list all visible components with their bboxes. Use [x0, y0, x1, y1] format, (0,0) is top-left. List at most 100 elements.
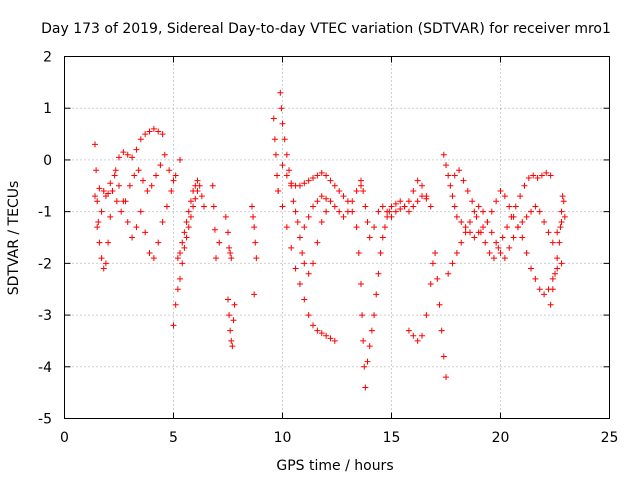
data-point [445, 172, 452, 179]
y-tick-label: -4 [38, 360, 52, 376]
data-point [366, 234, 373, 241]
data-point [488, 229, 495, 236]
data-point [523, 250, 530, 257]
data-point [137, 208, 144, 215]
data-point [192, 195, 199, 202]
data-point [493, 198, 500, 205]
data-point [279, 203, 286, 210]
data-point [253, 255, 260, 262]
data-point [331, 203, 338, 210]
data-point [419, 332, 426, 339]
data-point [318, 169, 325, 176]
data-point [366, 343, 373, 350]
data-point [198, 193, 205, 200]
data-point [112, 167, 119, 174]
data-point [222, 213, 229, 220]
data-point [512, 203, 519, 210]
data-point [194, 177, 201, 184]
data-point [379, 234, 386, 241]
data-point [155, 239, 162, 246]
series-trace-l [327, 177, 369, 391]
data-point [549, 239, 556, 246]
y-tick-label: -3 [38, 308, 52, 324]
data-point [318, 193, 325, 200]
data-point [225, 296, 231, 303]
data-point [177, 250, 184, 257]
data-point [142, 229, 149, 236]
plot-frame [64, 56, 610, 419]
data-point [98, 208, 105, 215]
x-tick-label: 10 [274, 430, 292, 446]
data-point [528, 265, 535, 272]
data-point [209, 182, 216, 189]
data-point [561, 213, 568, 220]
data-point [547, 172, 554, 179]
series-trace-n [357, 177, 430, 241]
data-point [538, 172, 545, 179]
chart-title: Day 173 of 2019, Sidereal Day-to-day VTE… [41, 21, 611, 37]
data-point [510, 234, 517, 241]
data-point [504, 224, 511, 231]
data-point [146, 250, 153, 257]
data-point [116, 154, 122, 161]
data-point [183, 218, 190, 225]
data-point [159, 131, 166, 138]
data-point [172, 301, 179, 308]
data-point [283, 151, 290, 158]
data-point [488, 208, 495, 215]
data-point [477, 229, 484, 236]
data-point [159, 218, 166, 225]
data-point [294, 218, 301, 225]
data-point [323, 332, 330, 339]
data-point [427, 203, 434, 210]
data-point [360, 187, 367, 194]
data-point [364, 218, 371, 225]
data-point [100, 265, 107, 272]
data-point [227, 250, 234, 257]
data-point [414, 177, 421, 184]
data-point [155, 128, 162, 135]
data-point [371, 312, 378, 319]
data-point [129, 234, 136, 241]
y-tick-label: -1 [38, 205, 52, 221]
data-point [493, 239, 500, 246]
data-point [344, 198, 351, 205]
data-point [451, 203, 458, 210]
data-point [371, 224, 378, 231]
data-point [480, 224, 487, 231]
data-point [157, 162, 164, 169]
data-point [451, 172, 458, 179]
data-point [558, 208, 565, 215]
data-point [364, 358, 371, 365]
data-point [466, 218, 473, 225]
data-point [310, 175, 317, 182]
data-point [150, 125, 157, 132]
data-point [277, 89, 284, 96]
data-point [301, 224, 308, 231]
series-trace-a [92, 125, 166, 272]
data-point [362, 203, 369, 210]
data-point [314, 239, 321, 246]
data-point [323, 195, 330, 202]
data-point [556, 239, 563, 246]
data-point [148, 182, 155, 189]
data-point [144, 187, 151, 194]
data-point [310, 203, 317, 210]
data-point [318, 218, 325, 225]
data-point [525, 175, 532, 182]
data-point [94, 198, 101, 205]
data-point [506, 203, 513, 210]
data-point [410, 187, 417, 194]
data-point [107, 180, 114, 187]
data-point [251, 291, 258, 298]
data-point [497, 250, 504, 257]
data-point [557, 224, 564, 231]
data-point [227, 327, 234, 334]
data-point [296, 281, 303, 288]
data-point [360, 337, 367, 344]
data-point [272, 151, 279, 158]
data-point [305, 270, 312, 277]
data-point [111, 172, 118, 179]
data-point [530, 172, 537, 179]
